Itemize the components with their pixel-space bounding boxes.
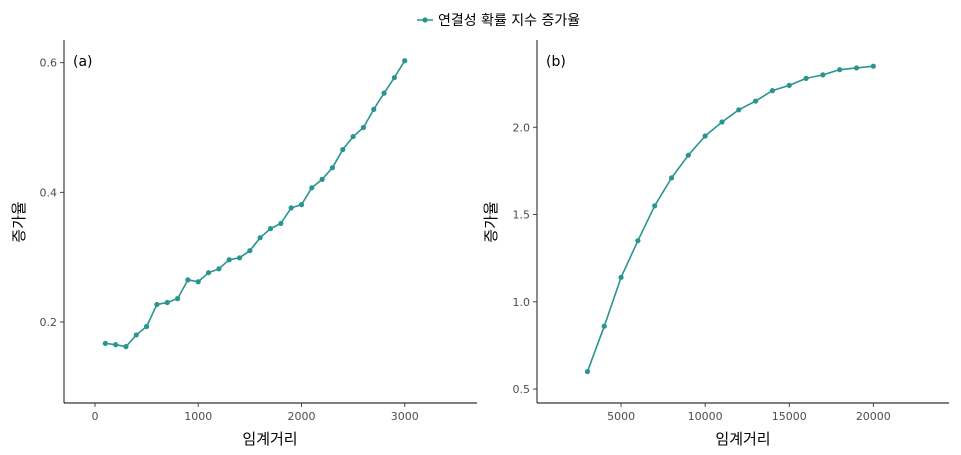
- y-tick-label: 1.5: [513, 209, 531, 222]
- data-point: [278, 220, 284, 227]
- data-point: [820, 72, 826, 78]
- data-point: [360, 124, 367, 131]
- data-point: [685, 152, 691, 158]
- y-ticks: 0.5 1.0 1.5 2.0: [513, 121, 537, 396]
- legend-label: 연결성 확률 지수 증가율: [438, 13, 580, 29]
- x-tick-label: 2000: [287, 410, 315, 423]
- x-tick-label: 20000: [856, 410, 891, 423]
- data-point: [635, 238, 641, 244]
- y-axis-title: 증가율: [482, 201, 500, 242]
- data-point: [402, 58, 408, 64]
- data-point: [753, 98, 759, 104]
- panel-label: (a): [73, 54, 93, 70]
- data-point: [236, 255, 243, 261]
- data-point: [226, 257, 232, 263]
- data-point: [309, 185, 315, 191]
- data-point: [329, 165, 336, 171]
- data-point: [133, 332, 139, 338]
- data-point: [216, 266, 222, 272]
- data-point: [288, 205, 294, 211]
- series-line: [105, 60, 406, 348]
- data-point: [257, 235, 263, 241]
- y-tick-label: 0.4: [40, 186, 58, 199]
- x-tick-label: 15000: [772, 410, 807, 423]
- data-point: [371, 106, 377, 112]
- panel-a: (a) 0.2 0.4 0.6 0 1000 2000 3000 임계거리 증가율: [10, 40, 477, 448]
- y-tick-label: 0.6: [40, 57, 58, 70]
- data-point: [144, 323, 150, 330]
- data-point: [174, 296, 181, 302]
- data-point: [803, 75, 809, 81]
- data-point: [340, 146, 346, 153]
- data-point: [185, 277, 191, 283]
- series: [584, 63, 876, 375]
- x-tick-label: 10000: [688, 410, 723, 423]
- data-point: [267, 226, 274, 232]
- data-point: [164, 299, 170, 306]
- x-tick-label: 0: [91, 410, 98, 423]
- panel-b: (b) 0.5 1.0 1.5 2.0 5000 10000 15000 20000 임계거…: [482, 40, 949, 448]
- data-point: [195, 279, 201, 285]
- y-tick-label: 1.0: [513, 296, 531, 309]
- data-point: [381, 90, 387, 96]
- data-point: [719, 119, 725, 125]
- y-tick-label: 0.2: [40, 316, 58, 329]
- x-ticks: 0 1000 2000 3000: [91, 403, 419, 423]
- panel-label: (b): [546, 54, 566, 70]
- series-line: [586, 65, 874, 372]
- data-point: [319, 176, 325, 182]
- y-tick-label: 2.0: [513, 121, 531, 134]
- data-point: [350, 133, 356, 140]
- data-point: [853, 65, 860, 71]
- data-point: [837, 67, 843, 73]
- data-point: [601, 323, 607, 329]
- data-point: [391, 74, 397, 81]
- x-tick-label: 5000: [607, 410, 635, 423]
- data-point: [247, 248, 253, 254]
- data-point: [702, 133, 708, 139]
- y-tick-label: 0.5: [513, 383, 531, 396]
- data-point: [205, 270, 212, 276]
- x-tick-label: 3000: [391, 410, 419, 423]
- data-point: [769, 88, 776, 94]
- data-point: [870, 63, 876, 69]
- data-point: [618, 274, 624, 280]
- x-axis-title: 임계거리: [242, 430, 297, 448]
- series: [102, 58, 408, 350]
- data-point: [123, 344, 129, 350]
- data-point: [154, 301, 160, 308]
- y-ticks: 0.2 0.4 0.6: [40, 57, 64, 329]
- data-point: [786, 82, 792, 88]
- data-point: [298, 202, 305, 208]
- data-point: [102, 340, 108, 346]
- x-axis-title: 임계거리: [715, 430, 770, 448]
- data-point: [668, 175, 675, 181]
- data-point: [652, 203, 658, 209]
- y-axis-title: 증가율: [10, 201, 28, 242]
- data-point: [584, 368, 591, 375]
- x-tick-label: 1000: [184, 410, 212, 423]
- data-point: [113, 342, 119, 348]
- legend-point-swatch: [422, 17, 428, 23]
- data-point: [736, 107, 742, 113]
- x-ticks: 5000 10000 15000 20000: [607, 403, 891, 423]
- legend: 연결성 확률 지수 증가율: [417, 13, 580, 29]
